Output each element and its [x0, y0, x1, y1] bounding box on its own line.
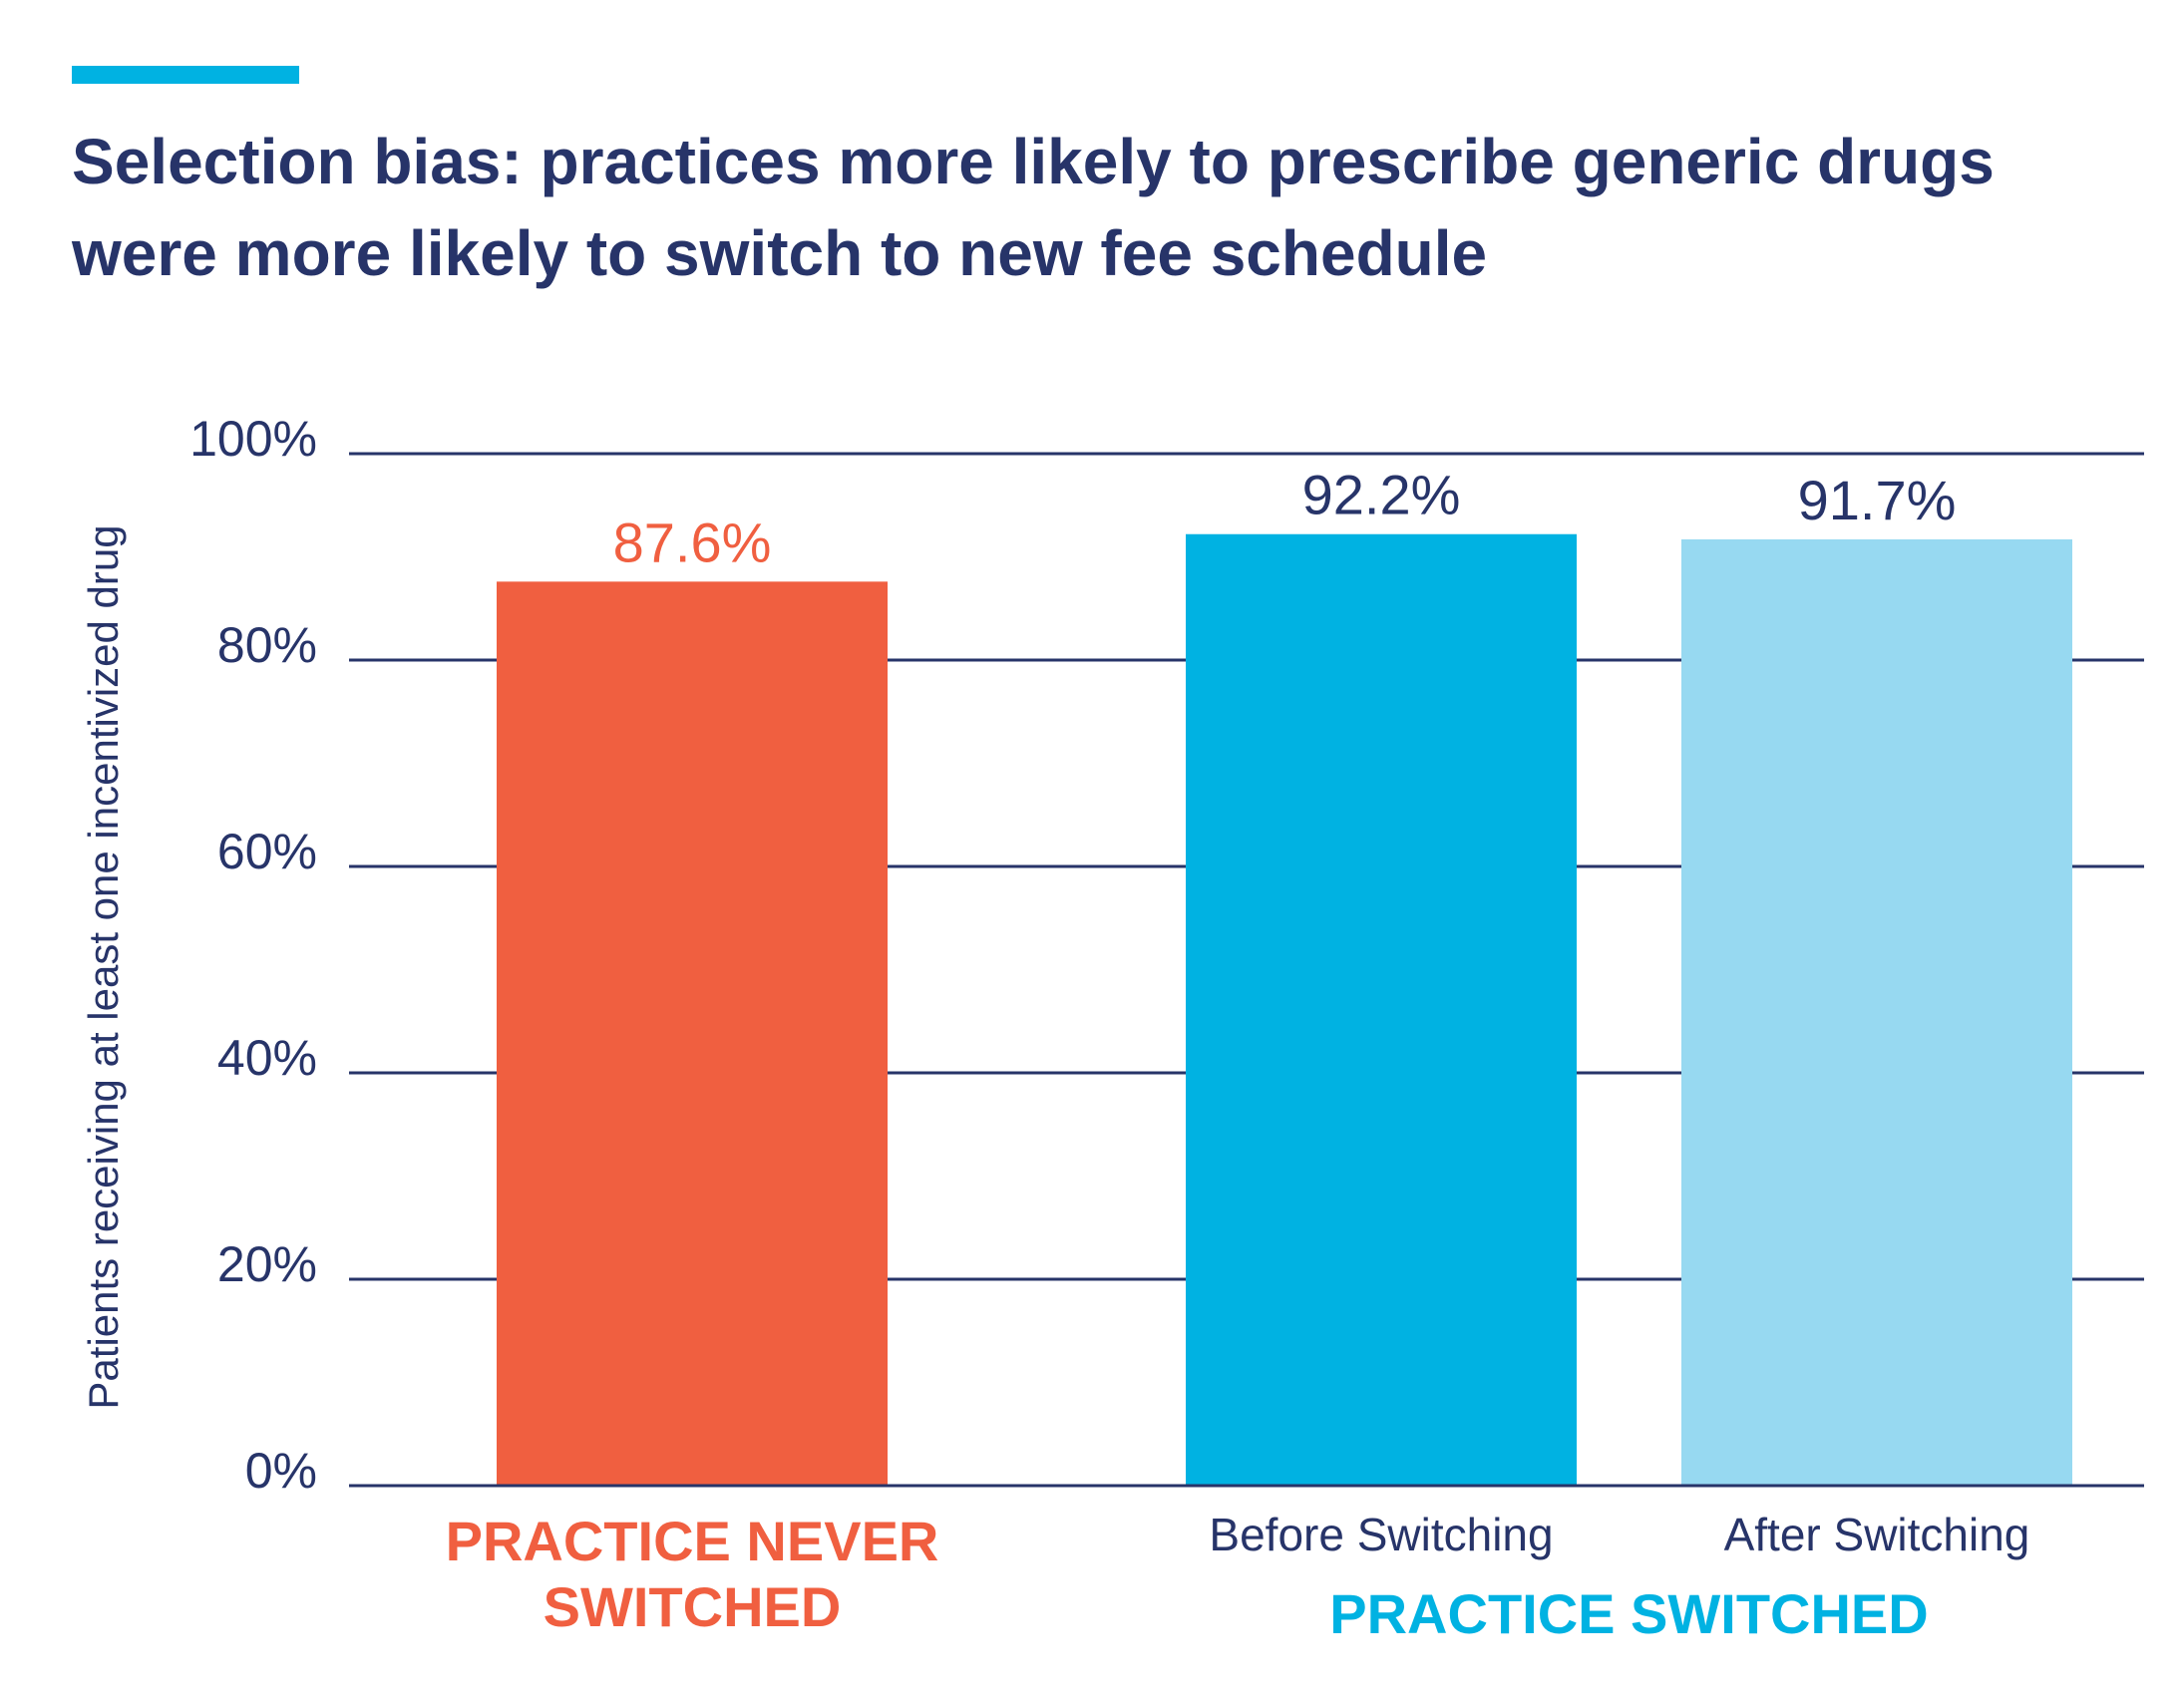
group-label-2: PRACTICE SWITCHED: [1329, 1582, 1928, 1645]
chart-title: Selection bias: practices more likely to…: [72, 126, 1995, 289]
y-axis-title: Patients receiving at least one incentiv…: [80, 524, 127, 1409]
bar-3: [1681, 538, 2072, 1486]
value-label-2: 92.2%: [1302, 464, 1461, 526]
y-tick-label-80: 80%: [217, 617, 317, 673]
bar-1: [497, 581, 888, 1486]
bar-2: [1186, 533, 1577, 1486]
value-label-1: 87.6%: [613, 511, 772, 573]
value-label-3: 91.7%: [1798, 469, 1957, 531]
group-label-1: PRACTICE NEVER SWITCHED: [446, 1510, 939, 1638]
y-tick-label-60: 60%: [217, 824, 317, 879]
group-labels: PRACTICE NEVER SWITCHED PRACTICE SWITCHED: [446, 1510, 1929, 1645]
category-label-2: Before Switching: [1209, 1509, 1553, 1560]
category-label-3: After Switching: [1724, 1509, 2030, 1560]
y-tick-label-100: 100%: [189, 411, 317, 467]
y-axis-ticks: 0% 20% 40% 60% 80% 100%: [189, 411, 317, 1499]
category-labels: Before Switching After Switching: [1209, 1509, 2029, 1560]
title-accent-bar: [72, 66, 299, 84]
bars: [349, 533, 2144, 1488]
y-tick-label-0: 0%: [245, 1443, 317, 1499]
y-tick-label-20: 20%: [217, 1236, 317, 1292]
y-tick-label-40: 40%: [217, 1030, 317, 1086]
value-labels: 87.6% 92.2% 91.7%: [613, 464, 1957, 574]
